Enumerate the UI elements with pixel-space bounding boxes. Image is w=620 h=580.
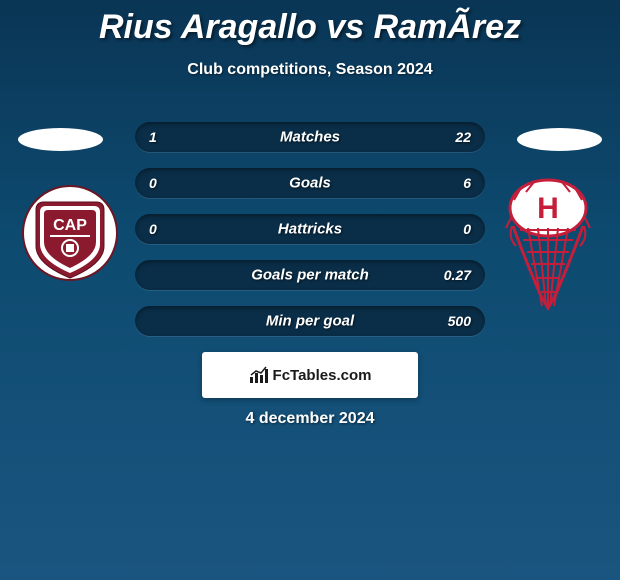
svg-text:CAP: CAP — [53, 217, 87, 234]
stat-row-matches: 1 Matches 22 — [135, 122, 485, 152]
stat-value-left: 0 — [149, 175, 157, 191]
stats-container: 1 Matches 22 0 Goals 6 0 Hattricks 0 Goa… — [135, 122, 485, 352]
stat-value-right: 22 — [455, 129, 471, 145]
stat-row-goals: 0 Goals 6 — [135, 168, 485, 198]
stat-label: Min per goal — [266, 313, 354, 330]
attribution-text: FcTables.com — [249, 366, 372, 384]
stat-value-left: 0 — [149, 221, 157, 237]
team-crest-right: H — [498, 178, 598, 319]
stat-label: Goals — [289, 175, 331, 192]
stat-row-min-per-goal: Min per goal 500 — [135, 306, 485, 336]
svg-text:H: H — [537, 192, 559, 225]
player-photo-placeholder-left — [18, 128, 103, 151]
attribution-box: FcTables.com — [202, 352, 418, 398]
stat-value-right: 0.27 — [444, 267, 471, 283]
stat-value-right: 6 — [463, 175, 471, 191]
stat-row-goals-per-match: Goals per match 0.27 — [135, 260, 485, 290]
date-text: 4 december 2024 — [246, 410, 375, 428]
stat-value-right: 0 — [463, 221, 471, 237]
attribution-label: FcTables.com — [273, 367, 372, 384]
stat-row-hattricks: 0 Hattricks 0 — [135, 214, 485, 244]
chart-icon — [249, 366, 269, 384]
page-subtitle: Club competitions, Season 2024 — [0, 61, 620, 79]
player-photo-placeholder-right — [517, 128, 602, 151]
stat-label: Matches — [280, 129, 340, 146]
stat-value-right: 500 — [448, 313, 471, 329]
stat-value-left: 1 — [149, 129, 157, 145]
page-title: Rius Aragallo vs RamÃ­rez — [0, 0, 620, 47]
stat-label: Hattricks — [278, 221, 342, 238]
team-crest-left: CAP — [22, 178, 118, 293]
stat-label: Goals per match — [251, 267, 369, 284]
